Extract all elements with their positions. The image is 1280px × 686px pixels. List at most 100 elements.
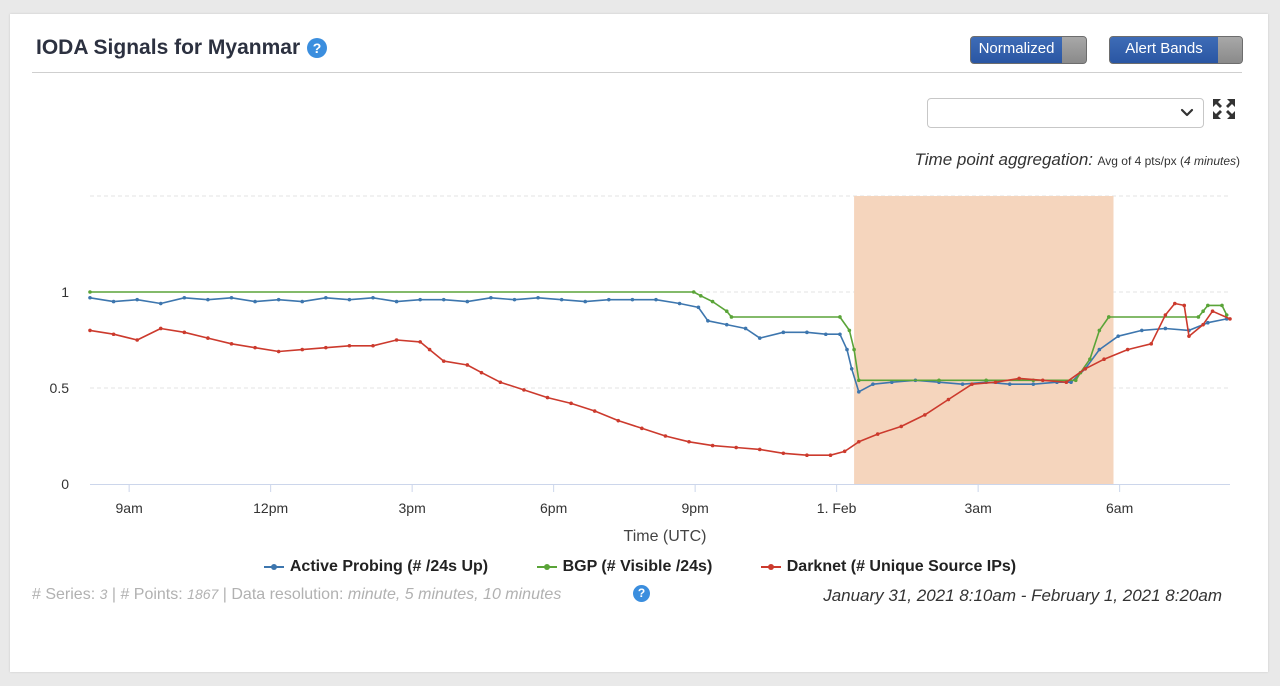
data-point (781, 451, 786, 456)
data-point (1228, 317, 1232, 321)
data-point (1224, 313, 1229, 317)
data-point (158, 326, 163, 331)
data-point (706, 319, 710, 323)
x-axis-title: Time (UTC) (624, 528, 707, 545)
data-point (781, 330, 786, 335)
data-point (1139, 328, 1144, 333)
legend-item-darknet[interactable]: Darknet (# Unique Source IPs) (760, 558, 1016, 576)
data-point (1116, 334, 1121, 338)
resolution-value: minute, 5 minutes, 10 minutes (347, 586, 562, 603)
data-point (838, 332, 842, 337)
data-point (1031, 382, 1036, 386)
data-point (300, 347, 305, 352)
data-point (654, 297, 658, 302)
points-count: 1867 (187, 586, 219, 602)
data-point (479, 370, 484, 375)
data-point (88, 290, 92, 294)
data-point (498, 380, 503, 385)
legend-item-active-probing[interactable]: Active Probing (# /24s Up) (263, 558, 489, 576)
data-point (1206, 320, 1210, 325)
normalized-toggle[interactable]: Normalized (970, 36, 1087, 64)
data-point (371, 343, 375, 348)
data-point (371, 295, 375, 300)
data-point (857, 439, 861, 444)
page-title: IODA Signals for Myanmar (36, 36, 301, 59)
resolution-label: Data resolution: (231, 586, 344, 603)
data-point (607, 297, 611, 302)
data-point (441, 297, 446, 302)
data-point (1163, 326, 1168, 331)
alert-bands-toggle[interactable]: Alert Bands (1109, 36, 1243, 64)
data-point (135, 338, 139, 342)
legend-label: Active Probing (# /24s Up) (289, 558, 489, 575)
x-tick-label: 9pm (682, 500, 709, 516)
data-point (970, 382, 974, 386)
data-point (923, 413, 927, 417)
series-line-2 (89, 302, 1231, 457)
date-range: January 31, 2021 8:10am - February 1, 20… (823, 586, 1222, 605)
data-point (1007, 382, 1012, 386)
legend-item-bgp[interactable]: BGP (# Visible /24s) (536, 558, 712, 576)
data-point (691, 290, 696, 294)
data-point (465, 363, 470, 367)
data-point (206, 336, 210, 340)
normalized-toggle-label: Normalized (971, 37, 1062, 63)
help-icon[interactable]: ? (307, 38, 327, 58)
help-icon[interactable]: ? (633, 585, 650, 602)
data-point (1040, 378, 1045, 383)
data-point (1182, 303, 1187, 308)
data-point (1097, 347, 1102, 352)
data-point (300, 299, 305, 304)
data-point (135, 297, 139, 302)
data-point (394, 299, 399, 304)
aggregation-duration: 4 minutes (1183, 154, 1236, 168)
data-point (852, 347, 856, 352)
y-tick-label: 1 (61, 284, 69, 300)
data-point (847, 328, 852, 333)
series-line-0 (89, 296, 1227, 393)
data-point (347, 343, 352, 348)
data-point (857, 378, 861, 383)
data-point (394, 338, 399, 342)
data-point (1201, 322, 1205, 327)
data-point (182, 295, 187, 300)
data-point (724, 309, 729, 314)
series-marker-icon (760, 562, 781, 572)
y-tick-label: 0 (61, 476, 69, 492)
series-marker-icon (263, 562, 284, 572)
data-point (1187, 334, 1191, 338)
data-point (1149, 342, 1154, 346)
chart-legend: Active Probing (# /24s Up) BGP (# Visibl… (0, 558, 1280, 576)
data-point (347, 297, 352, 302)
data-point (276, 297, 281, 302)
expand-icon[interactable] (1211, 97, 1237, 121)
data-point (1073, 378, 1078, 383)
data-point (805, 330, 809, 335)
x-tick-label: 3pm (399, 500, 426, 516)
data-point (418, 340, 422, 344)
data-point (465, 299, 470, 304)
data-point (1088, 357, 1092, 362)
data-point (734, 445, 738, 450)
signals-chart[interactable]: 9am 12pm 3pm 6pm 9pm 1. Feb 3am 6am 0 0.5 1 Time (U… (0, 180, 1280, 550)
data-point (88, 295, 92, 300)
data-point (1210, 309, 1215, 314)
data-point (729, 315, 734, 319)
data-point (559, 297, 564, 302)
data-point (1173, 301, 1177, 306)
data-point (757, 447, 762, 452)
data-point (687, 439, 691, 444)
signal-select[interactable] (927, 98, 1204, 128)
aggregation-prefix: Avg of 4 pts/px ( (1097, 154, 1184, 168)
data-point (838, 315, 842, 319)
data-point (871, 382, 875, 386)
data-point (890, 380, 894, 385)
aggregation-label: Time point aggregation: (914, 150, 1094, 169)
data-point (88, 328, 92, 333)
data-point (828, 453, 833, 458)
x-tick-label: 9am (116, 500, 143, 516)
data-point (512, 297, 517, 302)
data-point (984, 378, 988, 383)
data-point (276, 349, 281, 354)
data-point (522, 388, 526, 392)
